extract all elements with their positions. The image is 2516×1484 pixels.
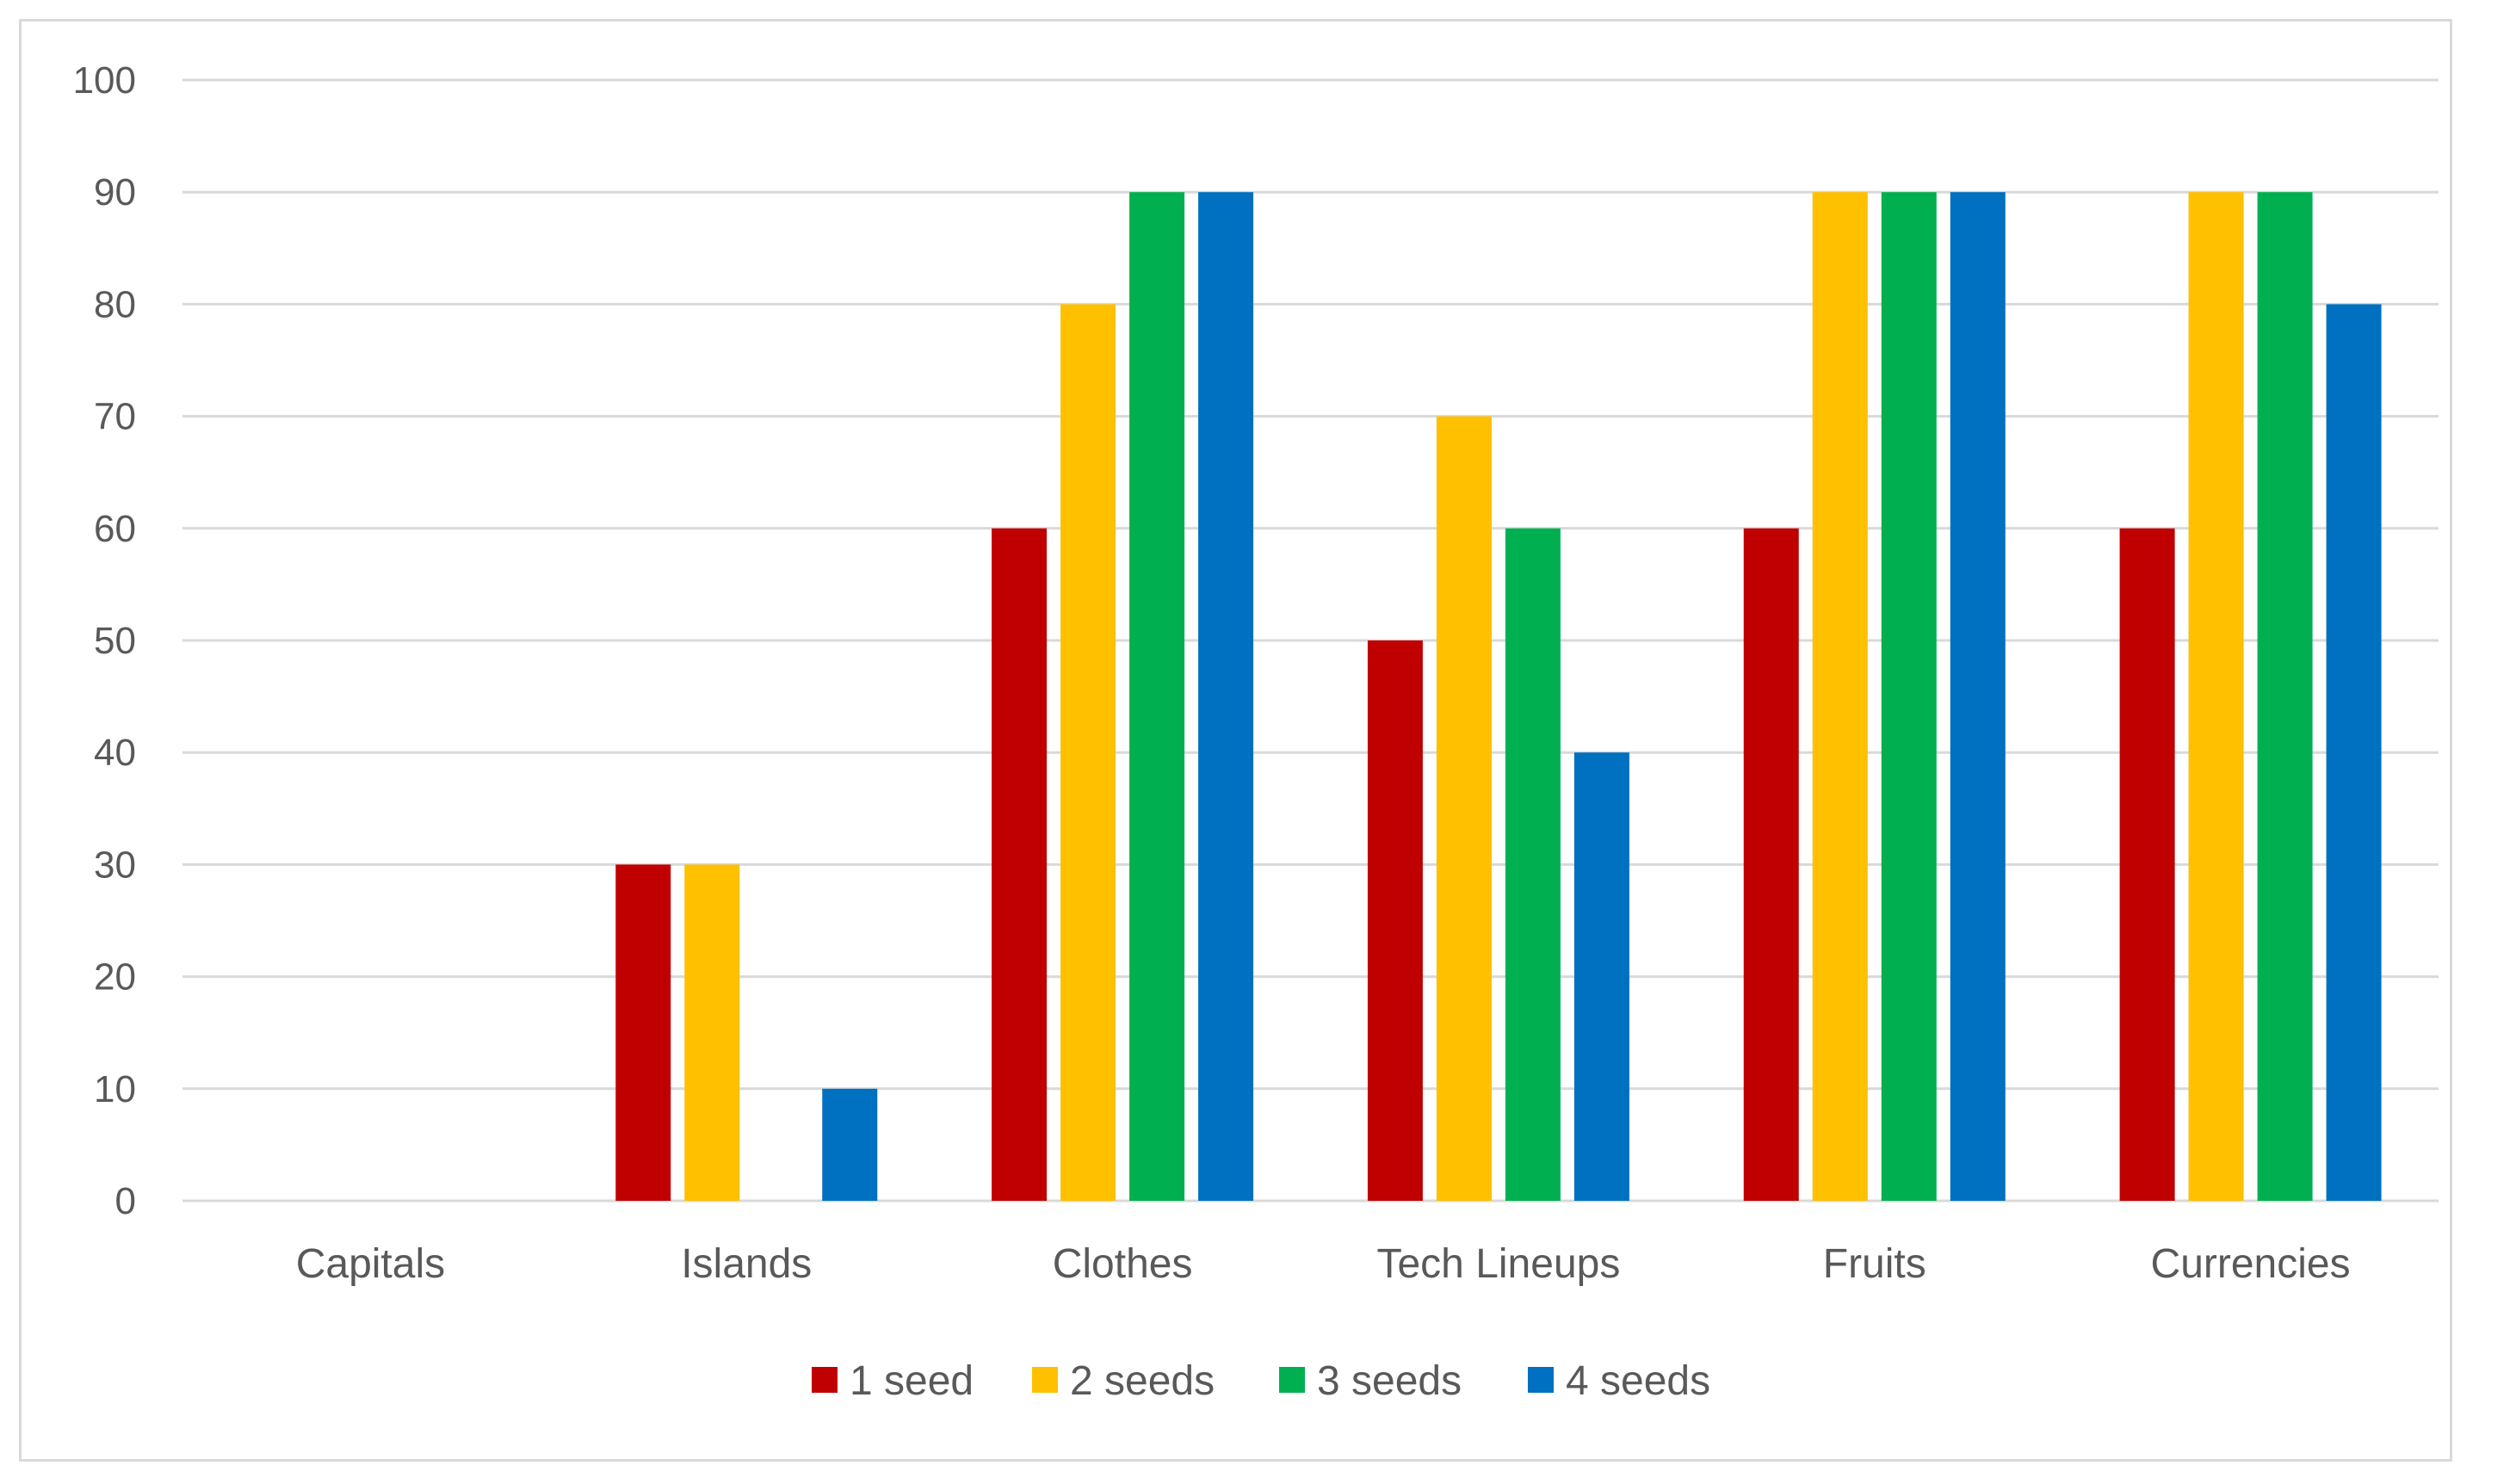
bars [615,192,2382,1202]
x-category-label: Islands [681,1241,812,1287]
gridlines [182,78,2439,1203]
y-tick-label: 90 [94,171,136,213]
bar-fruits-series-1 [1743,528,1799,1201]
bar-tech-lineups-series-4 [1573,752,1629,1201]
bar-currencies-series-1 [2119,528,2175,1201]
y-tick-label: 100 [73,59,136,102]
bar-tech-lineups-series-2 [1436,416,1492,1202]
bar-fruits-series-4 [1950,192,2006,1202]
y-tick-label: 70 [94,396,136,438]
y-tick-label: 50 [94,620,136,662]
legend-label: 1 seed [850,1358,974,1404]
bar-tech-lineups-series-3 [1505,528,1561,1201]
y-axis-ticks: 0 10 20 30 40 50 60 70 80 90 100 [73,59,136,1222]
x-category-label: Fruits [1823,1241,1926,1287]
bar-currencies-series-4 [2326,304,2382,1201]
bar-fruits-series-3 [1881,192,1937,1202]
x-category-label: Tech Lineups [1376,1241,1620,1287]
bar-clothes-series-3 [1129,192,1185,1202]
y-tick-label: 80 [94,283,136,325]
bar-tech-lineups-series-1 [1367,640,1423,1201]
y-tick-label: 0 [115,1180,136,1222]
legend-label: 3 seeds [1317,1358,1462,1404]
bar-islands-series-2 [684,864,740,1201]
legend-swatch [1032,1367,1058,1393]
bar-clothes-series-1 [992,528,1048,1201]
bar-currencies-series-2 [2188,192,2244,1202]
legend-swatch [1279,1367,1305,1393]
legend-swatch [812,1367,838,1393]
bar-islands-series-1 [615,864,671,1201]
y-tick-label: 40 [94,732,136,774]
bar-clothes-series-2 [1060,304,1116,1201]
bar-islands-series-4 [822,1088,878,1201]
x-category-label: Capitals [296,1241,445,1287]
legend-label: 4 seeds [1566,1358,1710,1404]
bar-currencies-series-3 [2257,192,2313,1202]
legend-swatch [1528,1367,1554,1393]
x-category-label: Currencies [2151,1241,2351,1287]
bar-fruits-series-2 [1812,192,1868,1202]
bar-clothes-series-4 [1198,192,1254,1202]
x-category-label: Clothes [1053,1241,1193,1287]
y-tick-label: 30 [94,844,136,886]
y-tick-label: 10 [94,1068,136,1110]
y-tick-label: 20 [94,956,136,999]
legend-label: 2 seeds [1070,1358,1215,1404]
legend: 1 seed 2 seeds 3 seeds 4 seeds [812,1358,1710,1404]
y-tick-label: 60 [94,508,136,550]
x-axis-categories: Capitals Islands Clothes Tech Lineups Fruits… [296,1241,2351,1287]
